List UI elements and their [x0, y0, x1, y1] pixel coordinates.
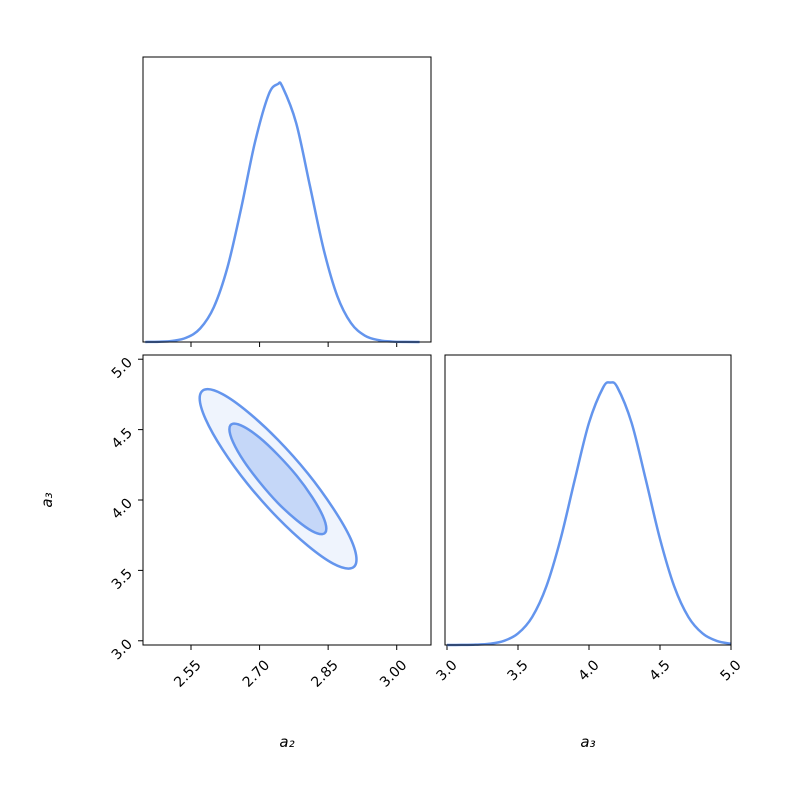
x-tick-label: 2.85 [308, 657, 341, 690]
y-tick-label: 3.5 [109, 566, 136, 593]
y-axis-label: a₃ [38, 492, 56, 507]
y-tick-label: 5.0 [109, 355, 136, 382]
contour-level [198, 387, 358, 570]
x-tick-label: 2.55 [171, 657, 204, 690]
x-tick-label: 2.70 [240, 657, 273, 690]
x-tick-label: 3.00 [377, 657, 410, 690]
contour-level [228, 422, 328, 536]
x-tick-label: 5.0 [718, 657, 745, 684]
x-tick-label: 3.0 [434, 657, 461, 684]
x-tick-label: 3.5 [505, 657, 532, 684]
x-tick-label: 4.0 [576, 657, 603, 684]
panel-frame [142, 56, 432, 343]
density-curve [145, 81, 420, 344]
y-tick-label: 4.0 [109, 496, 136, 523]
density-curve [446, 381, 732, 647]
y-tick-label: 4.5 [109, 425, 136, 452]
panel-frame [444, 354, 732, 646]
panel-frame [142, 354, 432, 646]
x-tick-label: 4.5 [647, 657, 674, 684]
x-axis-label: a₂ [279, 733, 294, 751]
x-axis-label: a₃ [580, 733, 595, 751]
y-tick-label: 3.0 [109, 636, 136, 663]
